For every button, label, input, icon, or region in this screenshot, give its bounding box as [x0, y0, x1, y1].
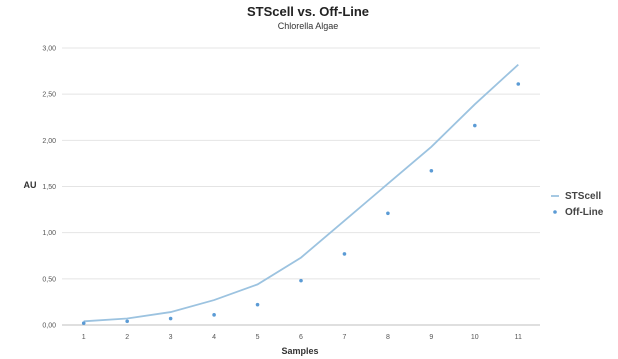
x-axis-ticks: 1 2 3 4 5 6 7 8 9 10 11 — [82, 334, 522, 341]
offline-point — [473, 123, 477, 128]
chart-title: STScell vs. Off-Line — [247, 4, 369, 19]
y-tick-label: 2,00 — [42, 138, 56, 145]
offline-point — [429, 169, 434, 173]
x-tick-label: 7 — [343, 334, 347, 341]
x-tick-label: 6 — [299, 334, 303, 341]
offline-point — [516, 82, 521, 86]
x-tick-label: 10 — [471, 334, 479, 341]
series-layer — [81, 63, 521, 325]
x-tick-label: 5 — [256, 334, 260, 341]
offline-point — [255, 302, 260, 307]
y-tick-label: 2,50 — [42, 92, 56, 99]
offline-point — [125, 319, 129, 324]
x-axis-title: Samples — [281, 346, 318, 356]
x-tick-label: 11 — [515, 334, 522, 341]
legend: STScell Off-Line — [551, 191, 604, 218]
offline-point — [342, 252, 347, 256]
legend-marker-symbol — [553, 210, 557, 214]
x-tick-label: 2 — [125, 334, 129, 341]
y-tick-label: 0,50 — [42, 276, 56, 283]
y-axis-title: AU — [24, 180, 37, 190]
series-line-stscell — [83, 63, 519, 323]
legend-label: STScell — [565, 191, 601, 202]
offline-point — [299, 278, 303, 283]
y-axis-ticks: 0,00 0,50 1,00 1,50 2,00 2,50 3,00 — [42, 46, 56, 330]
offline-point — [81, 321, 86, 325]
offline-point — [212, 313, 216, 317]
x-tick-label: 4 — [212, 334, 216, 341]
y-tick-label: 1,00 — [42, 230, 56, 237]
legend-label: Off-Line — [565, 207, 604, 218]
offline-point — [386, 211, 390, 216]
x-tick-label: 3 — [169, 334, 173, 341]
y-tick-label: 3,00 — [42, 46, 56, 53]
x-tick-label: 1 — [82, 334, 86, 341]
y-tick-label: 0,00 — [42, 323, 56, 330]
chart-subtitle: Chlorella Algae — [278, 21, 339, 31]
gridlines — [62, 47, 540, 326]
x-tick-label: 9 — [429, 334, 433, 341]
offline-point — [168, 316, 173, 321]
y-tick-label: 1,50 — [42, 184, 56, 191]
x-tick-label: 8 — [386, 334, 390, 341]
